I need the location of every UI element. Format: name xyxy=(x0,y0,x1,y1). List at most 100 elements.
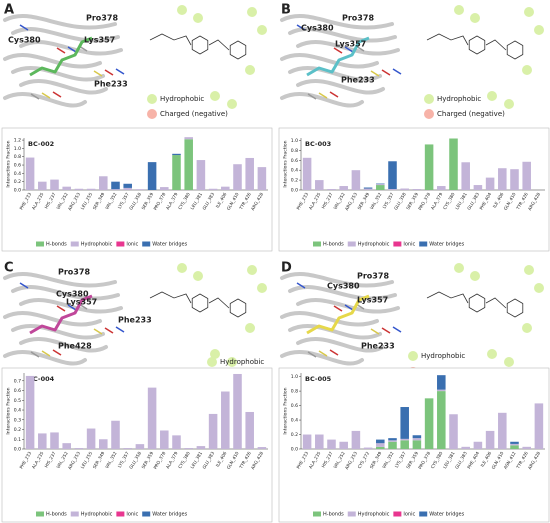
protein-ribbon xyxy=(3,53,102,69)
bar-segment xyxy=(534,403,544,449)
protein-ribbon xyxy=(3,92,87,108)
legend-swatch xyxy=(142,241,151,247)
bar-segment xyxy=(233,164,242,190)
legend-disc xyxy=(424,109,434,119)
residue-stick xyxy=(333,47,343,54)
bar-segment xyxy=(245,157,254,190)
structure-ring xyxy=(191,293,209,313)
panel: B Cys380 Pro378 Lys357 Phe233 Hydrophobic Char… xyxy=(280,3,544,119)
residue-label: Phe233 xyxy=(341,76,375,85)
residue-stick xyxy=(52,91,62,98)
panel-letter: B xyxy=(281,3,291,18)
residue-stick xyxy=(30,93,40,100)
protein-ribbon xyxy=(280,14,394,30)
structure-bond xyxy=(149,33,192,46)
bar-segment xyxy=(376,439,385,444)
bar-segment xyxy=(184,137,193,140)
bar-segment xyxy=(461,162,470,190)
bar-segment xyxy=(424,144,434,190)
residue-label: Lys357 xyxy=(84,36,115,45)
bar-segment xyxy=(388,161,397,190)
legend-swatch xyxy=(70,511,79,517)
bar-segment xyxy=(376,443,385,447)
interaction-disc xyxy=(257,283,267,293)
y-tick-label: 0.4 xyxy=(14,171,21,177)
interaction-disc xyxy=(454,5,464,15)
bar-segment xyxy=(510,441,519,444)
residue-stick xyxy=(333,305,343,312)
protein-ribbon xyxy=(288,66,382,82)
bar-segment xyxy=(498,168,507,190)
bar-segment xyxy=(400,188,409,190)
bar-segment xyxy=(485,430,495,449)
legend-swatch xyxy=(313,241,321,247)
residue-label: Cys380 xyxy=(56,290,89,299)
structure-bond xyxy=(149,291,192,304)
residue-label: Phe233 xyxy=(118,316,152,325)
structure-ring xyxy=(468,35,486,55)
bar-segment xyxy=(111,189,120,190)
residue-stick xyxy=(381,327,391,334)
bar-segment xyxy=(111,181,120,190)
residue-stick xyxy=(41,350,51,357)
y-axis-label: Interactions Fraction xyxy=(283,140,289,187)
protein-ribbon xyxy=(11,285,120,301)
bar-segment xyxy=(25,157,35,190)
bar-segment xyxy=(25,375,35,449)
protein-ribbon xyxy=(288,285,397,301)
interaction-disc xyxy=(227,357,237,367)
y-tick-label: 0.5 xyxy=(14,398,21,404)
residue-stick xyxy=(329,91,339,98)
bar-segment xyxy=(172,435,181,449)
y-tick-label: 0.4 xyxy=(291,418,298,424)
y-tick-label: 0.2 xyxy=(14,179,21,185)
bar-segment xyxy=(302,434,312,449)
ligand xyxy=(29,36,93,77)
bar-segment xyxy=(498,412,507,449)
bar-segment xyxy=(62,186,71,190)
protein-ribbon xyxy=(19,79,108,95)
bar-segment xyxy=(160,187,169,190)
legend-swatch xyxy=(393,241,402,247)
residue-stick xyxy=(344,46,354,53)
residue-stick xyxy=(41,92,51,99)
interaction-disc xyxy=(177,263,187,273)
residue-label: Phe428 xyxy=(58,342,92,351)
bar-segment xyxy=(147,162,157,190)
interaction-legend-label: Hydrophobic xyxy=(160,95,204,103)
y-tick-label: 0.4 xyxy=(291,168,298,174)
legend-label: Ionic xyxy=(126,242,138,248)
interaction-disc xyxy=(487,91,497,101)
residue-stick xyxy=(318,92,328,99)
structure-ring xyxy=(191,35,209,55)
structure-bond xyxy=(426,33,469,46)
bar-segment xyxy=(160,430,169,449)
legend-swatch xyxy=(116,511,125,517)
y-tick-label: 0.4 xyxy=(14,408,21,414)
legend-label: Water bridges xyxy=(429,242,464,248)
interaction-legend-label: Hydrophobic xyxy=(220,358,264,366)
interaction-disc xyxy=(210,349,220,359)
residue-stick xyxy=(318,350,328,357)
interaction-disc xyxy=(193,271,203,281)
residue-stick xyxy=(30,351,40,358)
bar-segment xyxy=(388,441,397,449)
legend-label: Hydrophobic xyxy=(81,512,113,518)
interaction-disc xyxy=(247,7,257,17)
bar-segment xyxy=(376,446,385,449)
protein-ribbon xyxy=(19,337,108,353)
y-tick-label: 0.0 xyxy=(14,188,21,194)
interaction-disc xyxy=(245,323,255,333)
protein-ribbon xyxy=(296,337,385,353)
bar-segment xyxy=(449,414,458,449)
residue-stick xyxy=(67,46,77,53)
protein-ribbon xyxy=(280,311,379,327)
residue-stick xyxy=(67,304,77,311)
bar-segment xyxy=(437,391,446,449)
structure-bond xyxy=(208,297,230,309)
bar-segment xyxy=(302,157,312,190)
bar-segment xyxy=(376,184,385,186)
bar-segment xyxy=(510,169,519,190)
structure-ring xyxy=(506,40,524,60)
